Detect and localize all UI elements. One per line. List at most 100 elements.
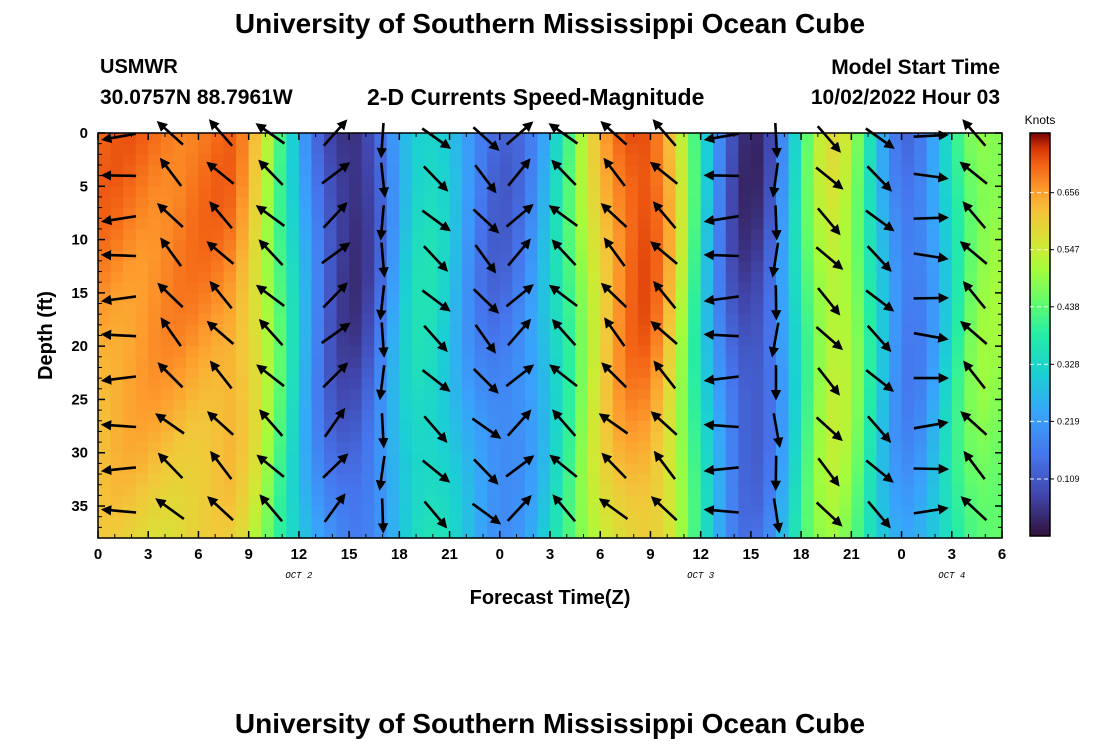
heatmap-cell [148, 175, 162, 187]
heatmap-cell [135, 303, 149, 315]
heatmap-cell [901, 260, 915, 273]
heatmap-cell [838, 324, 852, 337]
heatmap-cell [625, 250, 639, 262]
heatmap-cell [763, 474, 777, 486]
heatmap-cell [286, 484, 300, 496]
heatmap-cell [964, 186, 978, 198]
heatmap-cell [449, 196, 463, 209]
heatmap-cell [462, 303, 476, 315]
current-vector [960, 496, 988, 522]
heatmap-cell [637, 164, 652, 177]
heatmap-cell [223, 506, 237, 518]
heatmap-cell [713, 143, 727, 155]
current-vector [962, 119, 987, 147]
heatmap-cell [637, 527, 652, 539]
heatmap-cell [826, 378, 840, 390]
heatmap-cell [349, 442, 363, 454]
heatmap-cell [236, 346, 250, 358]
heatmap-cell [889, 356, 903, 369]
heatmap-cell [575, 271, 589, 283]
heatmap-cell [851, 516, 865, 528]
current-vector [600, 282, 628, 309]
heatmap-cell [474, 335, 488, 347]
heatmap-cell [462, 143, 476, 155]
heatmap-cell [663, 484, 677, 496]
heatmap-cell [939, 133, 953, 145]
heatmap-cell [801, 271, 815, 283]
current-vector [653, 280, 677, 310]
heatmap-cell [437, 282, 451, 294]
heatmap-cell [725, 378, 739, 390]
current-vector [506, 494, 532, 522]
heatmap-cell [688, 367, 702, 379]
heatmap-cell [499, 218, 513, 230]
heatmap-cell [926, 143, 940, 155]
heatmap-cell [763, 250, 777, 262]
heatmap-cell [123, 388, 137, 401]
heatmap-cell [926, 495, 940, 507]
heatmap-cell [901, 271, 915, 283]
heatmap-cell [788, 399, 802, 411]
heatmap-cell [976, 463, 991, 475]
heatmap-cell [587, 239, 601, 251]
heatmap-cell [989, 431, 1003, 443]
heatmap-cell [700, 303, 714, 315]
heatmap-cell [98, 356, 112, 369]
heatmap-cell [185, 356, 200, 369]
heatmap-cell [198, 164, 212, 177]
heatmap-cell [776, 495, 790, 507]
heatmap-cell [587, 420, 601, 433]
heatmap-cell [211, 399, 225, 411]
heatmap-cell [951, 495, 965, 507]
heatmap-cell [298, 335, 313, 347]
heatmap-cell [537, 484, 551, 496]
heatmap-cell [98, 314, 112, 326]
heatmap-cell [826, 442, 840, 454]
heatmap-cell [788, 367, 802, 379]
heatmap-cell [273, 207, 287, 219]
heatmap-cell [650, 356, 664, 369]
heatmap-cell [223, 452, 237, 464]
heatmap-cell [813, 410, 827, 422]
heatmap-cell [763, 314, 777, 326]
heatmap-cell [349, 506, 363, 518]
heatmap-cell [361, 516, 375, 528]
heatmap-cell [700, 282, 714, 294]
heatmap-cell [386, 452, 400, 464]
heatmap-cell [750, 388, 765, 401]
heatmap-cell [637, 495, 652, 507]
heatmap-cell [411, 260, 426, 273]
heatmap-cell [411, 452, 426, 464]
heatmap-cell [499, 292, 513, 305]
heatmap-cell [776, 282, 790, 294]
heatmap-cell [562, 399, 576, 411]
heatmap-cell [512, 484, 526, 496]
heatmap-cell [298, 303, 313, 315]
heatmap-cell [939, 207, 953, 219]
heatmap-cell [336, 292, 350, 305]
heatmap-cell [236, 303, 250, 315]
heatmap-cell [575, 463, 589, 475]
heatmap-cell [562, 484, 576, 496]
heatmap-cell [361, 484, 375, 496]
heatmap-cell [487, 452, 501, 464]
heatmap-cell [637, 420, 652, 433]
day-label: OCT 4 [938, 571, 965, 581]
heatmap-cell [98, 271, 112, 283]
heatmap-cell [349, 314, 363, 326]
heatmap-cell [788, 506, 802, 518]
heatmap-cell [750, 314, 765, 326]
current-vector [377, 498, 389, 534]
heatmap-cell [386, 186, 400, 198]
heatmap-cell [788, 186, 802, 198]
heatmap-cell [349, 186, 363, 198]
heatmap-cell [776, 399, 790, 411]
current-vector [962, 280, 987, 310]
heatmap-cell [173, 250, 187, 262]
heatmap-cell [449, 484, 463, 496]
heatmap-cell [185, 388, 200, 401]
heatmap-cell [688, 228, 702, 241]
current-vector [548, 205, 579, 227]
heatmap-cell [901, 410, 915, 422]
current-vector [100, 505, 137, 516]
